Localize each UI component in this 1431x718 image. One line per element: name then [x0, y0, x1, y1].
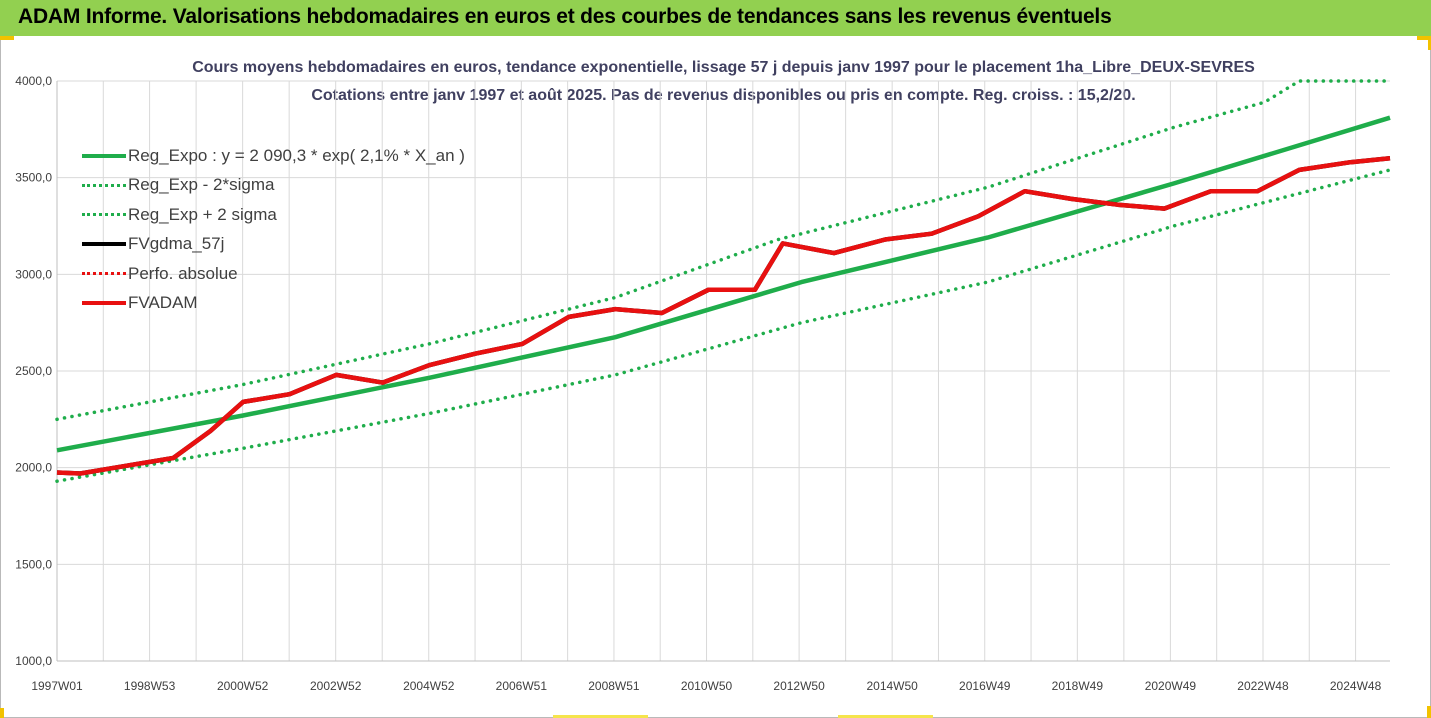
y-tick-label: 2000,0 [15, 461, 52, 475]
chart-subtitle: Cotations entre janv 1997 et août 2025. … [311, 87, 1136, 104]
legend-item[interactable]: FVADAM [82, 289, 465, 319]
resize-handle-top-left[interactable] [0, 36, 14, 40]
x-tick-label: 2018W49 [1052, 679, 1104, 693]
x-tick-label: 1997W01 [31, 679, 83, 693]
x-tick-label: 2014W50 [866, 679, 918, 693]
resize-handle-right-top[interactable] [1428, 36, 1431, 50]
legend-item[interactable]: Reg_Exp + 2 sigma [82, 200, 465, 230]
x-tick-label: 2016W49 [959, 679, 1011, 693]
x-tick-label: 2010W50 [681, 679, 733, 693]
x-tick-label: 2020W49 [1145, 679, 1197, 693]
series-line-reg_expo [56, 115, 1391, 453]
y-tick-label: 3500,0 [15, 171, 52, 185]
legend-swatch [82, 242, 126, 247]
x-tick-label: 2000W52 [217, 679, 269, 693]
legend-item[interactable]: Perfo. absolue [82, 259, 465, 289]
legend-item[interactable]: Reg_Exp - 2*sigma [82, 171, 465, 201]
resize-handle-bottom-right[interactable] [1427, 706, 1431, 718]
series-line-reg_exp [55, 168, 1392, 483]
report-banner: ADAM Informe. Valorisations hebdomadaire… [0, 0, 1431, 36]
series-line-reg_exp [55, 79, 1392, 422]
x-tick-label: 2004W52 [403, 679, 455, 693]
chart-legend: Reg_Expo : y = 2 090,3 * exp( 2,1% * X_a… [82, 141, 465, 318]
y-tick-label: 1000,0 [15, 654, 52, 668]
x-tick-label: 2012W50 [773, 679, 825, 693]
legend-label: Reg_Expo : y = 2 090,3 * exp( 2,1% * X_a… [128, 145, 465, 165]
x-tick-label: 2008W51 [588, 679, 640, 693]
legend-swatch [82, 301, 126, 306]
legend-label: Reg_Exp + 2 sigma [128, 204, 277, 224]
x-tick-label: 2024W48 [1330, 679, 1382, 693]
resize-handle-bottom-left[interactable] [0, 708, 4, 718]
legend-swatch [82, 153, 126, 158]
legend-item[interactable]: FVgdma_57j [82, 230, 465, 260]
chart-title: Cours moyens hebdomadaires en euros, ten… [192, 59, 1255, 76]
resize-handle-top-right[interactable] [1417, 36, 1431, 40]
legend-item[interactable]: Reg_Expo : y = 2 090,3 * exp( 2,1% * X_a… [82, 141, 465, 171]
x-tick-label: 1998W53 [124, 679, 176, 693]
series-line-fvadam [56, 156, 1391, 476]
x-tick-label: 2006W51 [496, 679, 548, 693]
legend-swatch [82, 213, 126, 217]
legend-swatch [82, 183, 126, 187]
x-tick-labels: 1997W01 1998W53 2000W52 2002W52 2004W52 2006W… [31, 679, 1381, 693]
y-tick-label: 1500,0 [15, 557, 52, 571]
axes [56, 81, 1390, 662]
y-tick-label: 2500,0 [15, 364, 52, 378]
y-tick-label: 3000,0 [15, 267, 52, 281]
x-tick-label: 2002W52 [310, 679, 362, 693]
resize-handle-bottom-b[interactable] [838, 715, 933, 718]
resize-handle-bottom-a[interactable] [553, 715, 648, 718]
series-lines [55, 79, 1392, 483]
legend-label: FVgdma_57j [128, 234, 225, 254]
y-tick-label: 4000,0 [15, 74, 52, 88]
legend-label: Reg_Exp - 2*sigma [128, 175, 275, 195]
legend-swatch [82, 272, 126, 276]
x-tick-label: 2022W48 [1237, 679, 1289, 693]
legend-label: Perfo. absolue [128, 263, 238, 283]
y-tick-labels: 1000,0 1500,0 2000,0 2500,0 3000,0 3500,0 4000… [15, 74, 52, 668]
report-title: ADAM Informe. Valorisations hebdomadaire… [18, 5, 1112, 28]
legend-label: FVADAM [128, 293, 198, 313]
